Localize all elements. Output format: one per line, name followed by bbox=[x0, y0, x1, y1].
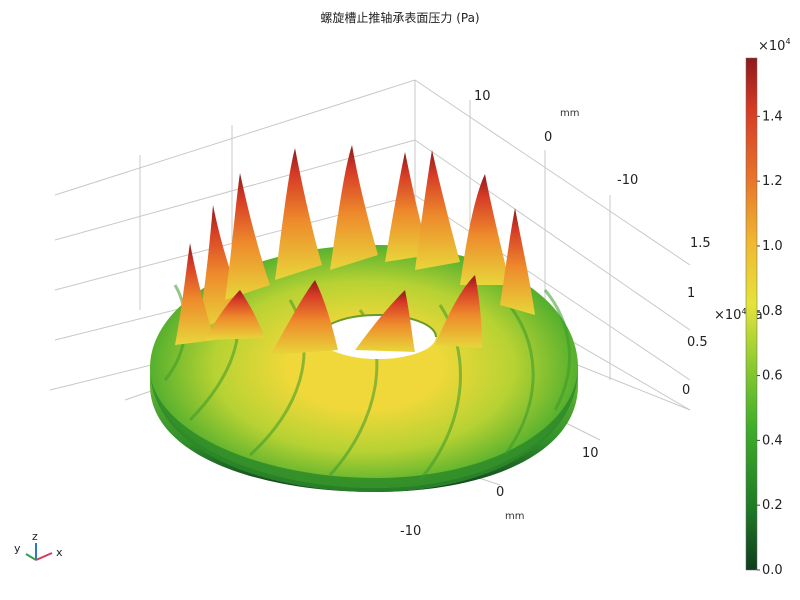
pressure-peak bbox=[175, 243, 215, 345]
z-tick-label: 0 bbox=[682, 383, 690, 398]
peaks-front bbox=[205, 275, 482, 355]
y-axis-ticks: 10 mm 0 -10 bbox=[474, 89, 638, 188]
x-tick-label: -10 bbox=[400, 524, 421, 539]
x-tick-label: 10 bbox=[582, 446, 599, 461]
x-axis-ticks: 10 0 mm -10 bbox=[400, 446, 599, 539]
pressure-peak bbox=[385, 152, 430, 262]
y-tick-label: 10 bbox=[474, 89, 491, 104]
x-tick-label: 0 bbox=[496, 485, 504, 500]
colorbar-tick-label: 1.2 bbox=[762, 174, 783, 189]
colorbar-tick-label: 0.0 bbox=[762, 563, 783, 578]
z-tick-label: 1 bbox=[687, 286, 695, 301]
colorbar-gradient bbox=[745, 57, 758, 571]
grid-line bbox=[414, 139, 691, 331]
y-tick-label: -10 bbox=[617, 173, 638, 188]
colorbar-ticks: 0.0 0.2 0.4 0.6 0.8 1.0 1.2 1.4 bbox=[757, 109, 783, 578]
pressure-peak bbox=[330, 145, 378, 270]
axis-triad: z x y bbox=[14, 530, 63, 561]
pressure-peak bbox=[415, 150, 460, 270]
colorbar-tick-label: 0.8 bbox=[762, 304, 783, 319]
triad-y-arrow bbox=[25, 553, 37, 561]
y-tick-label: 0 bbox=[544, 130, 552, 145]
pressure-peak bbox=[225, 173, 270, 300]
pressure-peak bbox=[435, 275, 482, 348]
pressure-peak bbox=[460, 174, 510, 285]
x-unit-label: mm bbox=[505, 511, 524, 522]
grid-line bbox=[54, 79, 416, 196]
chart-title: 螺旋槽止推轴承表面压力 (Pa) bbox=[320, 11, 480, 25]
colorbar-tick-label: 1.0 bbox=[762, 239, 783, 254]
triad-y-label: y bbox=[14, 542, 21, 555]
triad-x-label: x bbox=[56, 546, 63, 559]
pressure-peak bbox=[275, 148, 322, 280]
triad-x-arrow bbox=[35, 552, 53, 561]
colorbar-tick-label: 0.2 bbox=[762, 498, 783, 513]
grid-line bbox=[54, 139, 416, 241]
pressure-peak bbox=[205, 290, 265, 340]
pressure-peak bbox=[355, 290, 415, 352]
colorbar-tick-label: 0.6 bbox=[762, 369, 783, 384]
pressure-peak bbox=[270, 280, 338, 355]
colorbar: ×104 0.0 0.2 0.4 0.6 0.8 1.0 1.2 1.4 bbox=[745, 37, 791, 578]
colorbar-multiplier: ×104 bbox=[758, 37, 791, 54]
outer-band bbox=[150, 368, 578, 492]
colorbar-tick-label: 1.4 bbox=[762, 109, 783, 124]
triad-z-label: z bbox=[32, 530, 38, 543]
peaks-back bbox=[175, 145, 535, 345]
z-tick-label: 1.5 bbox=[690, 236, 711, 251]
grid-line bbox=[414, 79, 691, 266]
pressure-surface[interactable] bbox=[150, 145, 578, 492]
pressure-peak bbox=[500, 208, 535, 315]
y-unit-label: mm bbox=[560, 108, 579, 119]
colorbar-tick-label: 0.4 bbox=[762, 433, 783, 448]
grid-line bbox=[414, 194, 691, 381]
z-tick-label: 0.5 bbox=[687, 335, 708, 350]
